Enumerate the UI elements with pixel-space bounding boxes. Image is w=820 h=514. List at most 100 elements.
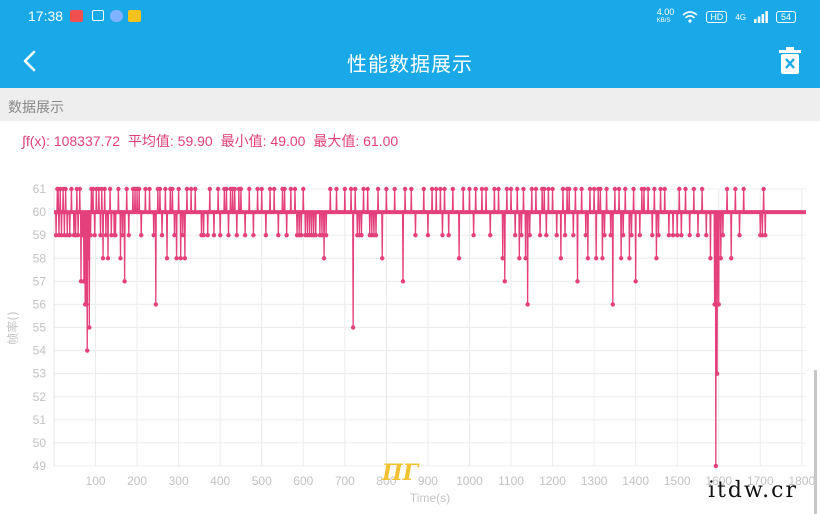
- scrollbar[interactable]: [814, 370, 817, 514]
- delete-button[interactable]: [778, 46, 802, 76]
- x-tick-label: 1200: [539, 474, 566, 488]
- x-tick-label: 900: [418, 474, 438, 488]
- data-point: [217, 232, 223, 238]
- data-point: [193, 186, 198, 192]
- y-tick-label: 49: [33, 459, 47, 473]
- watermark-text: itdw.cr: [707, 478, 798, 503]
- data-point: [63, 186, 68, 192]
- data-point: [288, 186, 294, 192]
- net-speed-unit: KB/S: [656, 18, 671, 24]
- x-tick-label: 1100: [498, 474, 524, 488]
- fps-line-chart: 49 50 51 52 53 54 55 56 57 58 59 60 61 100 200 300 400 5…: [5, 182, 816, 505]
- data-point: [566, 186, 572, 192]
- data-point: [741, 186, 746, 192]
- x-tick-label: 100: [86, 474, 106, 488]
- data-point: [729, 256, 734, 261]
- data-point: [271, 186, 277, 192]
- data-point: [523, 256, 528, 261]
- data-point: [473, 186, 478, 192]
- data-point: [157, 186, 163, 192]
- data-point: [637, 232, 643, 238]
- data-point: [633, 279, 638, 284]
- data-point: [321, 256, 327, 261]
- y-tick-label: 52: [33, 390, 47, 404]
- data-point: [562, 232, 568, 238]
- data-point: [544, 232, 549, 238]
- y-axis-label: 帧率(): [5, 311, 20, 344]
- data-point: [479, 186, 485, 192]
- data-point: [691, 186, 697, 192]
- data-point: [712, 302, 717, 307]
- data-point: [713, 463, 719, 469]
- data-point: [226, 232, 231, 238]
- data-point: [85, 348, 90, 353]
- data-point: [284, 232, 289, 238]
- data-point: [118, 256, 123, 261]
- fps-series: [53, 186, 806, 469]
- data-point: [438, 186, 443, 192]
- status-bar: 17:38 4.00 KB/S HD 4G 54: [0, 0, 820, 34]
- data-point: [492, 186, 497, 192]
- data-point: [413, 232, 418, 238]
- data-point: [348, 186, 354, 192]
- data-point: [409, 186, 414, 192]
- data-point: [255, 186, 260, 192]
- data-point: [215, 186, 221, 192]
- data-point: [677, 186, 682, 192]
- signal-icon: [753, 11, 768, 23]
- data-point: [238, 186, 244, 192]
- data-point: [334, 186, 339, 192]
- notification-icon: [110, 10, 123, 22]
- data-point: [521, 186, 526, 192]
- data-point: [716, 302, 721, 307]
- data-point: [81, 279, 87, 284]
- signal-label: 4G: [735, 12, 746, 22]
- data-point: [182, 256, 188, 261]
- data-point: [670, 232, 676, 238]
- data-point: [515, 186, 520, 192]
- data-point: [292, 186, 298, 192]
- data-point: [151, 232, 156, 238]
- data-point: [612, 186, 618, 192]
- back-button[interactable]: [14, 44, 48, 78]
- data-point: [546, 186, 551, 192]
- data-point: [77, 186, 82, 192]
- data-point: [102, 186, 107, 192]
- data-point: [402, 186, 408, 192]
- data-point: [313, 232, 318, 238]
- data-point: [629, 232, 634, 238]
- data-point: [537, 232, 543, 238]
- data-point: [658, 186, 663, 192]
- data-point: [107, 186, 113, 192]
- data-point: [488, 232, 493, 238]
- data-point: [618, 256, 624, 261]
- status-time: 17:38: [28, 8, 64, 24]
- battery-icon: 54: [775, 11, 796, 23]
- y-tick-label: 50: [33, 436, 47, 450]
- data-point: [737, 232, 742, 238]
- data-point: [105, 256, 111, 261]
- data-point: [623, 186, 628, 192]
- data-point: [616, 186, 622, 192]
- y-tick-label: 61: [33, 182, 47, 196]
- x-tick-label: 1000: [456, 474, 483, 488]
- data-point: [319, 232, 325, 238]
- data-point: [602, 232, 607, 238]
- data-point: [163, 186, 168, 192]
- chevron-left-icon: [23, 50, 36, 72]
- data-point: [704, 232, 709, 238]
- data-point: [699, 186, 705, 192]
- data-point: [359, 232, 364, 238]
- data-point: [500, 256, 505, 261]
- data-point: [450, 186, 456, 192]
- data-point: [176, 186, 181, 192]
- data-point: [600, 256, 605, 261]
- x-tick-label: 200: [127, 474, 147, 488]
- x-tick-labels: 100 200 300 400 500 600 700 800 900 1000 1100 1200 1…: [86, 474, 816, 488]
- stat-integral: ∫f(x): 108337.72: [22, 133, 121, 149]
- data-point: [662, 186, 667, 192]
- data-point: [365, 186, 370, 192]
- data-point: [666, 232, 672, 238]
- data-point: [259, 186, 264, 192]
- stat-average: 平均值: 59.90: [127, 133, 213, 149]
